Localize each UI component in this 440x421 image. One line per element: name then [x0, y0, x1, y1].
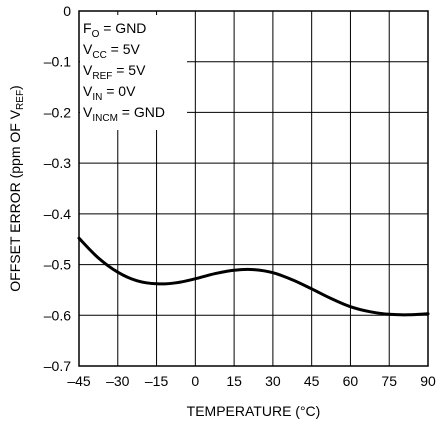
condition-label: FO = GND: [83, 20, 146, 40]
condition-label: VIN = 0V: [83, 83, 136, 103]
x-tick-label: 30: [265, 373, 281, 389]
x-tick-label: 0: [191, 373, 199, 389]
x-tick-label: –30: [106, 373, 130, 389]
x-tick-label: 90: [420, 373, 436, 389]
x-tick-labels: –45 –30 –15 0 15 30 45 60 75 90: [67, 373, 436, 389]
x-tick-label: 15: [226, 373, 242, 389]
y-tick-label: –0.2: [44, 104, 71, 120]
series-line: [77, 236, 430, 317]
y-tick-labels: 0 –0.1 –0.2 –0.3 –0.4 –0.5 –0.6 –0.7: [44, 3, 71, 374]
y-tick-label: 0: [63, 3, 71, 19]
condition-label: VCC = 5V: [83, 41, 141, 61]
y-tick-label: –0.6: [44, 307, 71, 323]
x-axis-label: TEMPERATURE (°C): [187, 403, 321, 419]
y-tick-label: –0.5: [44, 257, 71, 273]
x-tick-label: 45: [304, 373, 320, 389]
y-tick-label: –0.7: [44, 358, 71, 374]
y-axis-label: OFFSET ERROR (ppm OF VREF): [7, 85, 26, 291]
x-tick-label: –15: [145, 373, 169, 389]
y-axis-label-main: OFFSET ERROR (ppm OF V: [7, 109, 23, 291]
x-tick-label: –45: [67, 373, 91, 389]
y-tick-label: –0.4: [44, 206, 71, 222]
plot-frame: [78, 10, 429, 367]
x-tick-label: 60: [343, 373, 359, 389]
y-axis-label-end: ): [7, 85, 23, 90]
condition-label: VREF = 5V: [83, 62, 146, 82]
x-tick-label: 75: [381, 373, 397, 389]
condition-label: VINCM = GND: [83, 104, 165, 124]
y-tick-label: –0.1: [44, 54, 71, 70]
y-tick-label: –0.3: [44, 155, 71, 171]
y-axis-label-sub: REF: [15, 90, 26, 110]
legend-background: [80, 15, 187, 130]
